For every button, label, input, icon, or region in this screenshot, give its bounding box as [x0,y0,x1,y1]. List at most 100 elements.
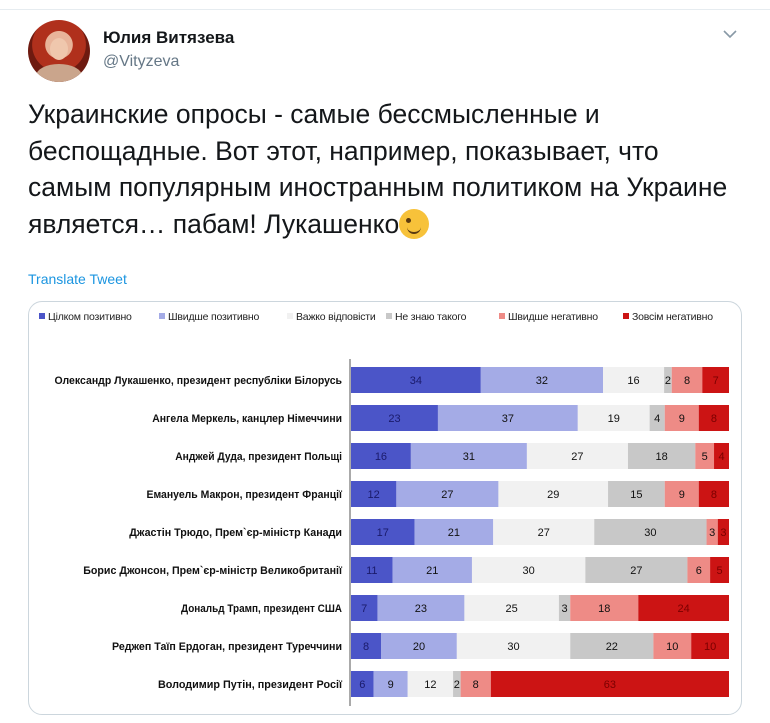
data-label: 30 [644,527,656,539]
bar-segment [671,367,703,393]
bar-segment [351,367,481,393]
data-label: 7 [361,603,367,615]
bar-segment [627,443,696,469]
bar-segment [460,671,491,697]
data-label: 27 [571,451,583,463]
legend-label: Важко відповісти [296,311,376,323]
bar-segment [570,595,639,621]
bar-segment [594,519,707,545]
data-label: 37 [502,413,514,425]
bar-segment [717,519,729,545]
bar-segment [392,557,472,583]
legend-swatch [159,313,165,319]
data-label: 10 [704,641,716,653]
bar-segment [351,443,411,469]
bar-segment [664,405,699,431]
category-label: Дональд Трамп, президент США [181,603,342,615]
data-label: 12 [424,679,436,691]
data-label: 8 [363,641,369,653]
bar-segment [570,633,654,659]
chevron-down-icon[interactable] [722,26,738,42]
legend-label: Не знаю такого [395,311,467,323]
bar-segment [381,633,457,659]
bar-segment [608,481,665,507]
bar-segment [351,519,415,545]
bar-segment [714,443,729,469]
bar-segment [664,481,699,507]
data-label: 27 [441,489,453,501]
bar-segment [710,557,729,583]
data-label: 9 [679,413,685,425]
data-label: 27 [538,527,550,539]
legend-item: Важко відповісти [287,311,376,323]
bar-segment [653,633,692,659]
category-label: Джастін Трюдо, Прем`єр-міністр Канади [129,527,342,539]
bar-segment [437,405,578,431]
bar-segment [456,633,571,659]
data-label: 19 [608,413,620,425]
bar-segment [493,519,595,545]
legend-swatch [623,313,629,319]
category-label: Олександр Лукашенко, президент республік… [55,375,343,387]
data-label: 6 [359,679,365,691]
bar-segment [453,671,461,697]
winking-face-icon [399,208,430,239]
data-label: 8 [684,375,690,387]
data-label: 8 [711,413,717,425]
bar-segment [396,481,499,507]
bar-segment [351,557,393,583]
data-label: 2 [454,679,460,691]
data-label: 29 [547,489,559,501]
category-label: Анджей Дуда, президент Польщі [175,451,342,463]
bar-segment [687,557,711,583]
data-label: 16 [627,375,639,387]
data-label: 2 [665,375,671,387]
data-label: 10 [666,641,678,653]
data-label: 12 [368,489,380,501]
legend-label: Зовсім негативно [632,311,713,323]
avatar[interactable] [28,20,90,82]
bar-segment [351,481,397,507]
data-label: 16 [375,451,387,463]
data-label: 27 [630,565,642,577]
bar-segment [410,443,527,469]
data-label: 30 [507,641,519,653]
data-label: 20 [413,641,425,653]
bar-segment [706,519,718,545]
bar-segment [351,595,378,621]
bar-segment [351,671,374,697]
bar-segment [464,595,559,621]
bar-segment [577,405,650,431]
legend-swatch [287,313,293,319]
data-label: 24 [678,603,690,615]
data-label: 34 [410,375,422,387]
category-label: Борис Джонсон, Прем`єр-міністр Великобри… [83,565,343,577]
bar-segment [698,405,729,431]
legend-item: Швидше позитивно [159,311,259,323]
category-label: Емануель Макрон, президент Франції [147,489,343,501]
data-label: 5 [702,451,708,463]
bar-segment [480,367,603,393]
tweet-text: Украинские опросы - самые бессмысленные … [28,96,748,242]
bar-segment [558,595,571,621]
chart-image-card[interactable]: Цілком позитивно Швидше позитивно Важко ві… [28,301,742,715]
data-label: 21 [426,565,438,577]
category-label: Ангела Меркель, канцлер Німеччини [152,413,342,425]
bar-segment [691,633,729,659]
translate-tweet-link[interactable]: Translate Tweet [28,271,127,287]
author-handle[interactable]: @Vityzeva [103,53,180,70]
bar-segment [603,367,665,393]
data-label: 8 [473,679,479,691]
data-label: 32 [536,375,548,387]
author-name[interactable]: Юлия Витязева [103,28,235,47]
data-label: 23 [388,413,400,425]
bar-segment [698,481,729,507]
avatar-shoulders [36,64,82,82]
stacked-bar-chart: Олександр Лукашенко, президент республік… [55,359,729,706]
data-label: 4 [718,451,724,463]
data-label: 9 [388,679,394,691]
data-label: 3 [562,603,568,615]
bar-segment [638,595,729,621]
data-label: 4 [654,413,660,425]
bar-segment [695,443,715,469]
